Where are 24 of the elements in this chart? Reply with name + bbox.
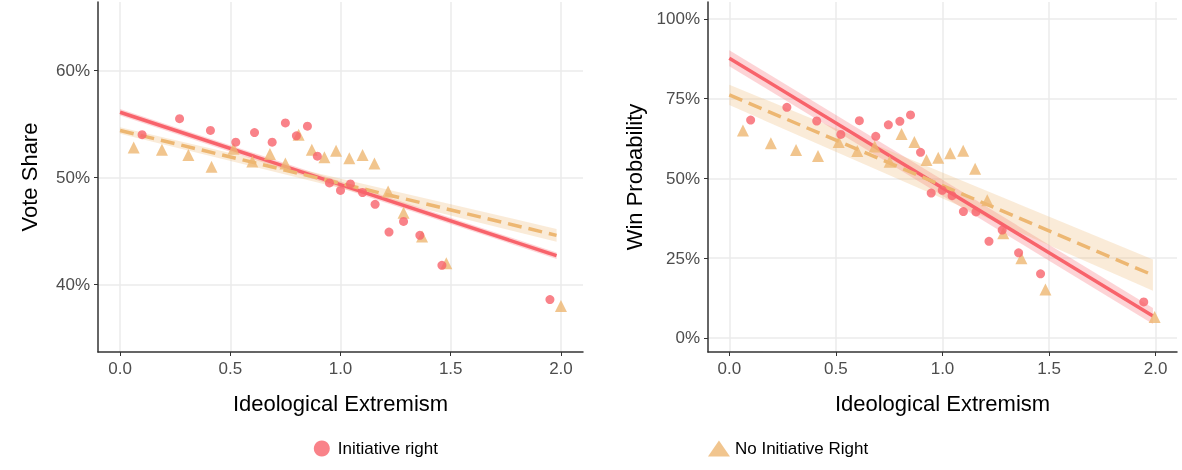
x-tick-label: 0.0 <box>108 359 132 378</box>
x-tick-label: 1.5 <box>1037 359 1061 378</box>
legend-label: No Initiative Right <box>734 439 869 458</box>
x-axis-title: Ideological Extremism <box>834 390 1051 416</box>
x-tick-label: 1.0 <box>930 359 955 378</box>
x-tick-label: 0.0 <box>717 359 742 378</box>
y-axis-title: Win Probability <box>622 103 648 251</box>
y-tick-label: 40% <box>55 275 90 295</box>
y-tick-label: 50% <box>55 168 90 188</box>
y-tick-label: 0% <box>675 328 700 348</box>
x-tick-label: 2.0 <box>549 359 573 378</box>
y-tick-label: 25% <box>665 248 700 268</box>
x-tick-label: 1.5 <box>438 359 463 378</box>
y-tick-label: 100% <box>656 9 700 29</box>
legend-label: Initiative right <box>337 439 439 458</box>
x-tick-label: 2.0 <box>1143 359 1168 378</box>
x-tick-label: 0.5 <box>218 359 243 378</box>
y-tick-label: 75% <box>665 89 700 109</box>
y-tick-label: 60% <box>55 61 90 80</box>
y-tick-label: 50% <box>665 168 700 188</box>
x-axis-title: Ideological Extremism <box>232 390 449 416</box>
x-tick-label: 1.0 <box>328 359 353 378</box>
x-tick-label: 0.5 <box>824 359 848 378</box>
y-axis-title: Vote Share <box>16 122 42 232</box>
